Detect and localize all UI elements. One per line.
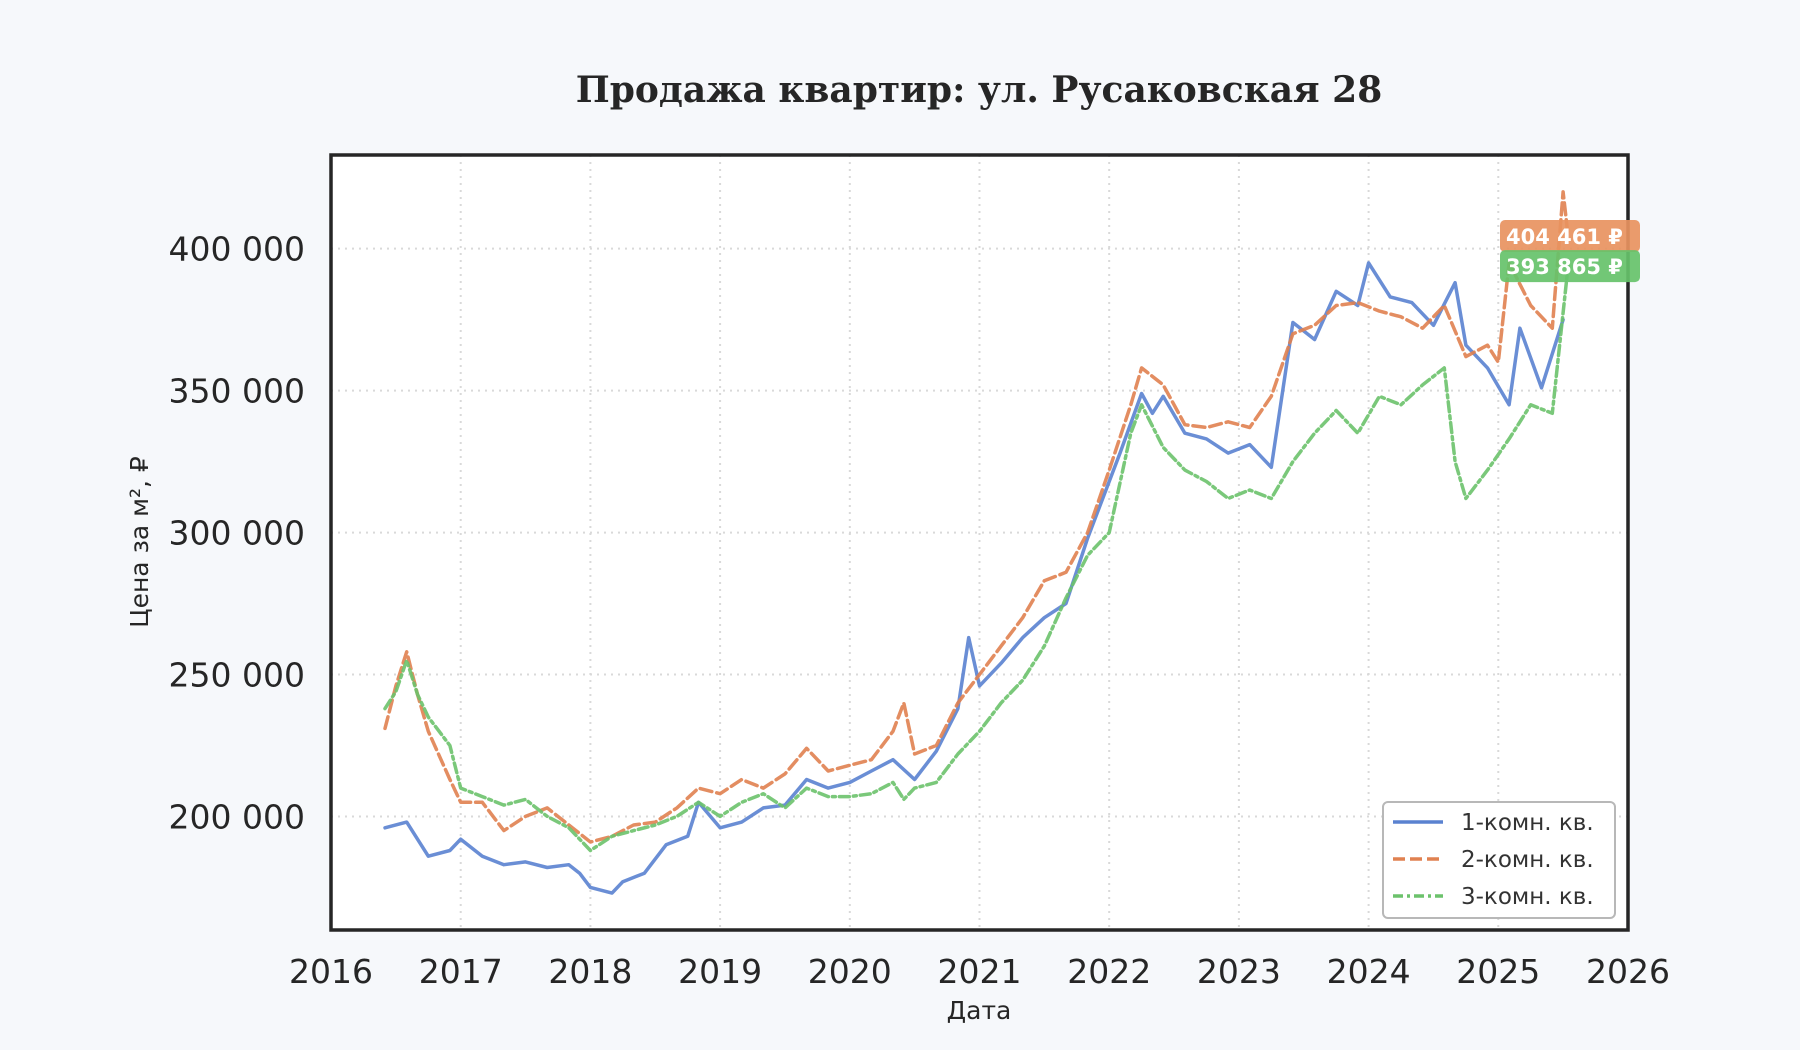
legend-box [1382,801,1616,919]
x-axis-label: Дата [947,996,1012,1025]
end-label-badge [1500,220,1640,253]
y-tick-label: 300 000 [169,514,305,553]
x-tick-label: 2022 [1067,952,1151,991]
x-tick-label: 2016 [289,952,373,991]
plot-area [329,153,1630,932]
legend-label-2: 2-комн. кв. [1461,847,1594,873]
axis-ticks: 2016 2017 2018 2019 2020 2021 2022 2023 2024 2025… [169,230,1670,991]
end-value-labels: 404 461 ₽ 393 865 ₽ [1500,220,1640,283]
end-label-badge [1500,250,1640,283]
series-line-3 [383,264,1570,853]
x-tick-label: 2017 [419,952,503,991]
x-tick-label: 2021 [938,952,1022,991]
data-series [383,190,1570,895]
x-tick-label: 2019 [678,952,762,991]
legend-label-1: 1-комн. кв. [1461,810,1594,836]
y-tick-label: 250 000 [169,656,305,695]
legend-label-3: 3-комн. кв. [1461,884,1594,910]
y-tick-label: 400 000 [169,230,305,269]
end-label-text: 393 865 ₽ [1506,255,1623,279]
y-tick-label: 350 000 [169,372,305,411]
chart-title: Продажа квартир: ул. Русаковская 28 [576,69,1383,111]
x-tick-label: 2020 [808,952,892,991]
end-label-text: 404 461 ₽ [1506,225,1623,249]
plot-frame [329,153,1630,932]
x-tick-label: 2018 [548,952,632,991]
x-tick-label: 2023 [1197,952,1281,991]
series-line-1 [383,261,1565,895]
legend: 1-комн. кв. 2-комн. кв. 3-комн. кв. [1382,801,1616,919]
y-tick-label: 200 000 [169,797,305,836]
x-tick-label: 2024 [1327,952,1411,991]
y-axis-label: Цена за м², ₽ [125,456,154,628]
series-line-2 [383,190,1570,844]
x-tick-label: 2026 [1586,952,1670,991]
x-tick-label: 2025 [1456,952,1540,991]
